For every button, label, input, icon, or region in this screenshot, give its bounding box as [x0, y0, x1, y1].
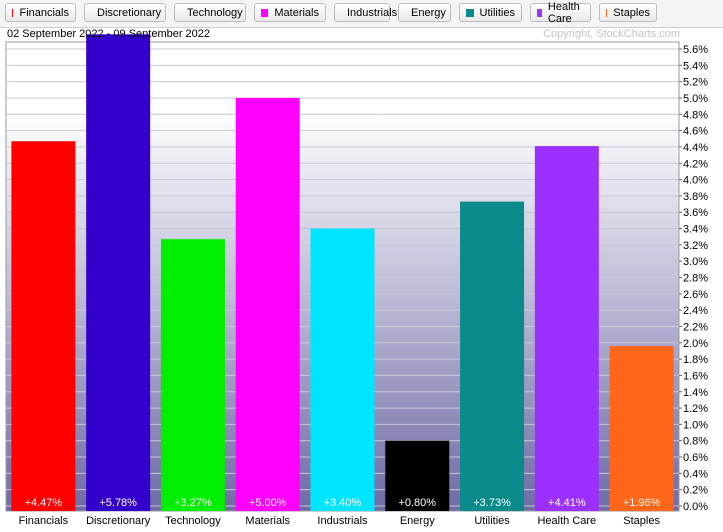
y-tick-label: 2.0%: [683, 338, 708, 350]
category-label: Discretionary: [86, 515, 151, 527]
legend-label: Energy: [411, 6, 446, 19]
legend-item-industrials[interactable]: Industrials: [334, 3, 397, 22]
y-tick-label: 2.8%: [683, 273, 708, 285]
y-tick-label: 3.0%: [683, 256, 708, 268]
legend-item-materials[interactable]: Materials: [254, 3, 326, 22]
bar-materials[interactable]: [235, 97, 300, 511]
legend-label: Staples: [613, 6, 650, 19]
y-tick-label: 4.8%: [683, 109, 708, 121]
bar-utilities[interactable]: [460, 201, 525, 512]
legend-bar: Financials Discretionary Technology Materia…: [0, 0, 723, 28]
y-tick-label: 2.4%: [683, 305, 708, 317]
legend-item-health-care[interactable]: Health Care: [530, 0, 591, 25]
y-tick-label: 1.2%: [683, 403, 708, 415]
y-tick-label: 5.6%: [683, 44, 708, 56]
y-tick-label: 5.4%: [683, 60, 708, 72]
category-labels: Financials Discretionary Technology Materia…: [19, 515, 661, 527]
y-tick-label: 4.4%: [683, 142, 708, 154]
legend-item-staples[interactable]: Staples: [599, 3, 657, 22]
legend-item-technology[interactable]: Technology: [174, 3, 246, 22]
legend-label: Discretionary: [97, 6, 162, 19]
legend-label: Materials: [274, 6, 319, 19]
y-tick-label: 3.4%: [683, 224, 708, 236]
legend-swatch: [261, 8, 269, 17]
y-tick-label: 4.6%: [683, 126, 708, 138]
legend-swatch: [466, 8, 474, 17]
y-tick-label: 0.2%: [683, 485, 708, 497]
bar-value-label: +4.41%: [548, 497, 586, 509]
date-range-label: 02 September 2022 - 09 September 2022: [7, 28, 211, 40]
y-tick-label: 0.4%: [683, 468, 708, 480]
bar-value-label: +4.47%: [25, 497, 63, 509]
legend-swatch: [12, 8, 14, 17]
y-tick-label: 1.8%: [683, 354, 708, 366]
copyright-label: Copyright, StockCharts.com: [543, 28, 680, 40]
y-tick-label: 5.2%: [683, 77, 708, 89]
y-tick-label: 0.8%: [683, 436, 708, 448]
y-tick-label: 0.6%: [683, 452, 708, 464]
category-label: Utilities: [474, 515, 510, 527]
category-label: Health Care: [537, 515, 596, 527]
legend-label: Industrials: [347, 6, 398, 19]
category-label: Industrials: [317, 515, 368, 527]
legend-swatch: [606, 8, 608, 17]
bar-value-label: +1.96%: [623, 497, 661, 509]
category-label: Materials: [245, 515, 290, 527]
legend-item-financials[interactable]: Financials: [5, 3, 76, 22]
y-tick-label: 3.8%: [683, 191, 708, 203]
y-tick-label: 2.6%: [683, 289, 708, 301]
y-tick-label: 1.4%: [683, 387, 708, 399]
bar-financials[interactable]: [11, 141, 76, 511]
legend-swatch: [537, 8, 542, 17]
y-tick-label: 2.2%: [683, 321, 708, 333]
y-tick-label: 0.0%: [683, 501, 708, 513]
category-label: Staples: [623, 515, 660, 527]
category-label: Financials: [19, 515, 69, 527]
bar-value-label: +3.73%: [473, 497, 511, 509]
bar-technology[interactable]: [160, 239, 225, 511]
legend-label: Utilities: [479, 6, 515, 19]
bar-value-label: +0.80%: [398, 497, 436, 509]
bar-value-label: +3.27%: [174, 497, 212, 509]
category-label: Energy: [400, 515, 435, 527]
y-axis: 0.0% 0.2% 0.4% 0.6% 0.8% 1.0% 1.2% 1.4% 1.6% 1.8%…: [679, 44, 708, 513]
category-label: Technology: [165, 515, 221, 527]
bars: +4.47% +5.78% +3.27% +5.00% +3.40% +0.80% +3.7…: [11, 34, 674, 512]
bar-value-label: +5.78%: [99, 497, 137, 509]
y-tick-label: 1.0%: [683, 419, 708, 431]
y-tick-label: 4.0%: [683, 175, 708, 187]
bar-energy[interactable]: [385, 440, 450, 511]
y-tick-label: 1.6%: [683, 370, 708, 382]
bar-staples[interactable]: [609, 346, 674, 511]
bar-discretionary[interactable]: [86, 34, 151, 511]
bar-value-label: +3.40%: [324, 497, 362, 509]
y-tick-label: 3.6%: [683, 207, 708, 219]
legend-label: Health Care: [547, 0, 580, 25]
y-tick-label: 5.0%: [683, 93, 708, 105]
y-tick-label: 4.2%: [683, 158, 708, 170]
legend-label: Technology: [187, 6, 243, 19]
legend-item-discretionary[interactable]: Discretionary: [84, 3, 166, 22]
bar-industrials[interactable]: [310, 228, 375, 512]
legend-label: Financials: [19, 6, 69, 19]
legend-item-utilities[interactable]: Utilities: [459, 3, 522, 22]
y-tick-label: 3.2%: [683, 240, 708, 252]
bar-health-care[interactable]: [534, 146, 599, 512]
bar-value-label: +5.00%: [249, 497, 287, 509]
legend-item-energy[interactable]: Energy: [398, 3, 451, 22]
